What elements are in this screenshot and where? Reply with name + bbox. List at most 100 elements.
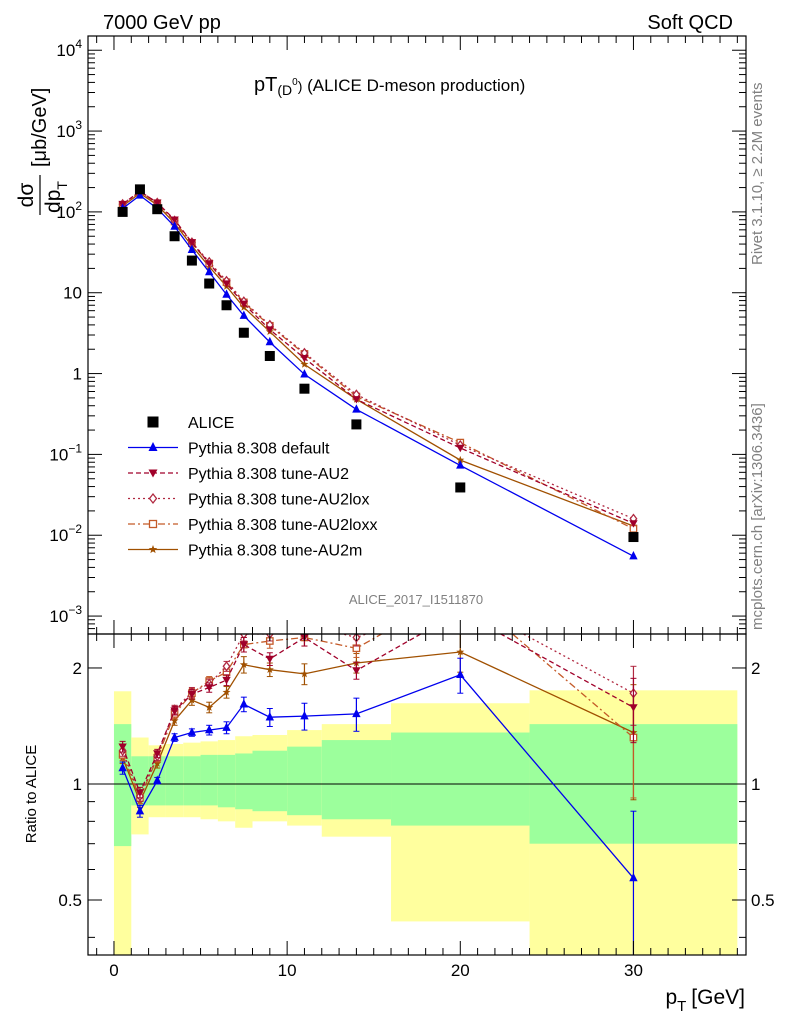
ytick-top-label-7: 104: [56, 37, 82, 60]
point-alice-8: [264, 350, 275, 361]
legend-label-au2m: Pythia 8.308 tune-AU2m: [188, 543, 362, 560]
ratio-point-au2-2: [153, 750, 162, 758]
band-inner-7: [235, 753, 253, 810]
legend: ALICE Pythia 8.308 default Pythia 8.308 tu…: [128, 415, 377, 560]
xtick-label-2: 20: [451, 961, 470, 980]
legend-label-default: Pythia 8.308 default: [188, 441, 330, 458]
ratio-point-au2-8: [265, 655, 275, 664]
point-au2-6: [222, 280, 231, 288]
point-default-10: [352, 404, 361, 413]
point-au2-10: [352, 396, 361, 404]
band-inner-0: [113, 724, 132, 847]
band-inner-8: [252, 750, 288, 812]
point-default-11: [456, 460, 465, 469]
point-alice-12: [628, 532, 639, 543]
ytick-top-label-2: 10−1: [49, 441, 82, 464]
ytick-top-label-6: 103: [56, 118, 82, 141]
point-alice-5: [204, 278, 215, 289]
band-inner-5: [200, 754, 218, 806]
point-au2-2: [153, 199, 162, 207]
ytick-top-label-1: 10−2: [49, 522, 82, 545]
band-inner-10: [321, 740, 392, 820]
ytick-bot-label-2: 2: [73, 659, 82, 678]
title-rest: (ALICE D-meson production): [302, 76, 525, 95]
ytick-bot-label-right-0: 0.5: [751, 891, 775, 910]
legend-item-default: Pythia 8.308 default: [128, 441, 330, 458]
title-close: ): [298, 78, 303, 94]
ratio-point-au2-1: [135, 789, 145, 797]
ratio-point-default-12: [629, 872, 638, 882]
ratio-point-au2m-8: [265, 665, 274, 674]
ratio-point-au2m-5: [205, 703, 214, 711]
band-inner-3: [165, 756, 184, 806]
ratio-point-default-7: [239, 699, 249, 708]
y-axis-label-bottom: Ratio to ALICE: [23, 745, 40, 843]
ratio-point-au2-0: [118, 743, 127, 751]
bottom-frame: [87, 633, 747, 956]
xtick-label-3: 30: [624, 961, 643, 980]
ratio-point-default-6: [222, 722, 231, 731]
watermark: ALICE_2017_I1511870: [349, 592, 483, 607]
ytick-bot-label-right-1: 1: [751, 775, 760, 794]
point-alice-7: [238, 327, 249, 338]
point-au2-11: [456, 444, 465, 453]
legend-label-au2loxx: Pythia 8.308 tune-AU2loxx: [188, 517, 377, 534]
ytick-top-label-0: 10−3: [49, 603, 82, 626]
point-default-8: [265, 336, 275, 346]
xtick-label-0: 0: [109, 961, 118, 980]
ratio-point-default-2: [153, 775, 162, 784]
ratio-point-au2-5: [205, 684, 214, 692]
point-alice-3: [169, 231, 180, 242]
ytick-bot-label-right-2: 2: [751, 659, 760, 678]
point-default-1: [135, 190, 145, 199]
legend-marker-au2lox: [148, 492, 158, 505]
ytick-top-label-3: 1: [73, 365, 82, 384]
ytick-bot-label-0: 0.5: [58, 891, 82, 910]
point-alice-1: [134, 184, 145, 195]
ratio-point-au2m-7: [239, 660, 248, 669]
point-au2-5: [205, 260, 214, 268]
ratio-point-au2m-4: [187, 695, 196, 704]
point-default-3: [170, 221, 179, 230]
ytick-top-label-4: 10: [63, 284, 82, 303]
ratio-point-default-0: [118, 762, 127, 772]
ratio-point-default-4: [187, 727, 197, 736]
ratio-point-au2m-3: [170, 716, 179, 725]
legend-item-au2loxx: Pythia 8.308 tune-AU2loxx: [128, 517, 377, 534]
point-default-7: [239, 310, 249, 319]
title-sub: (D: [277, 82, 292, 98]
ratio-point-au2-11: [456, 608, 464, 615]
legend-item-au2lox: Pythia 8.308 tune-AU2lox: [128, 492, 369, 509]
band-inner-9: [287, 746, 322, 816]
mcplots-label: mcplots.cern.ch [arXiv:1306.3436]: [749, 403, 766, 630]
point-alice-9: [299, 383, 310, 394]
main-series: [117, 184, 639, 560]
point-au2-3: [170, 216, 179, 224]
point-alice-4: [186, 255, 197, 266]
point-au2-9: [300, 354, 309, 363]
point-au2-7: [239, 300, 249, 308]
ratio-point-au2-6: [222, 676, 231, 685]
legend-item-au2: Pythia 8.308 tune-AU2: [128, 466, 349, 483]
point-au2-12: [629, 520, 638, 528]
ratio-point-au2lox-6: [222, 661, 231, 672]
point-au2-8: [265, 326, 275, 334]
band-inner-11: [391, 732, 530, 826]
point-au2m-11: [456, 455, 465, 464]
ratio-point-au2lox-9: [301, 620, 307, 628]
point-au2-4: [187, 239, 197, 247]
band-inner-6: [217, 754, 236, 808]
ratio-point-default-8: [265, 712, 275, 721]
ylabel-unit: [μb/GeV]: [29, 88, 51, 167]
ratio-point-au2-7: [239, 641, 249, 649]
header-right: Soft QCD: [647, 12, 733, 34]
legend-marker-default: [148, 442, 158, 451]
ratio-point-default-10: [352, 708, 361, 718]
legend-label-au2: Pythia 8.308 tune-AU2: [188, 466, 349, 483]
rivet-label: Rivet 3.1.10, ≥ 2.2M events: [749, 83, 766, 266]
ratio-point-default-1: [135, 805, 145, 815]
point-default-5: [205, 266, 214, 276]
legend-marker-alice: [147, 416, 159, 428]
legend-item-alice: ALICE: [147, 415, 234, 432]
